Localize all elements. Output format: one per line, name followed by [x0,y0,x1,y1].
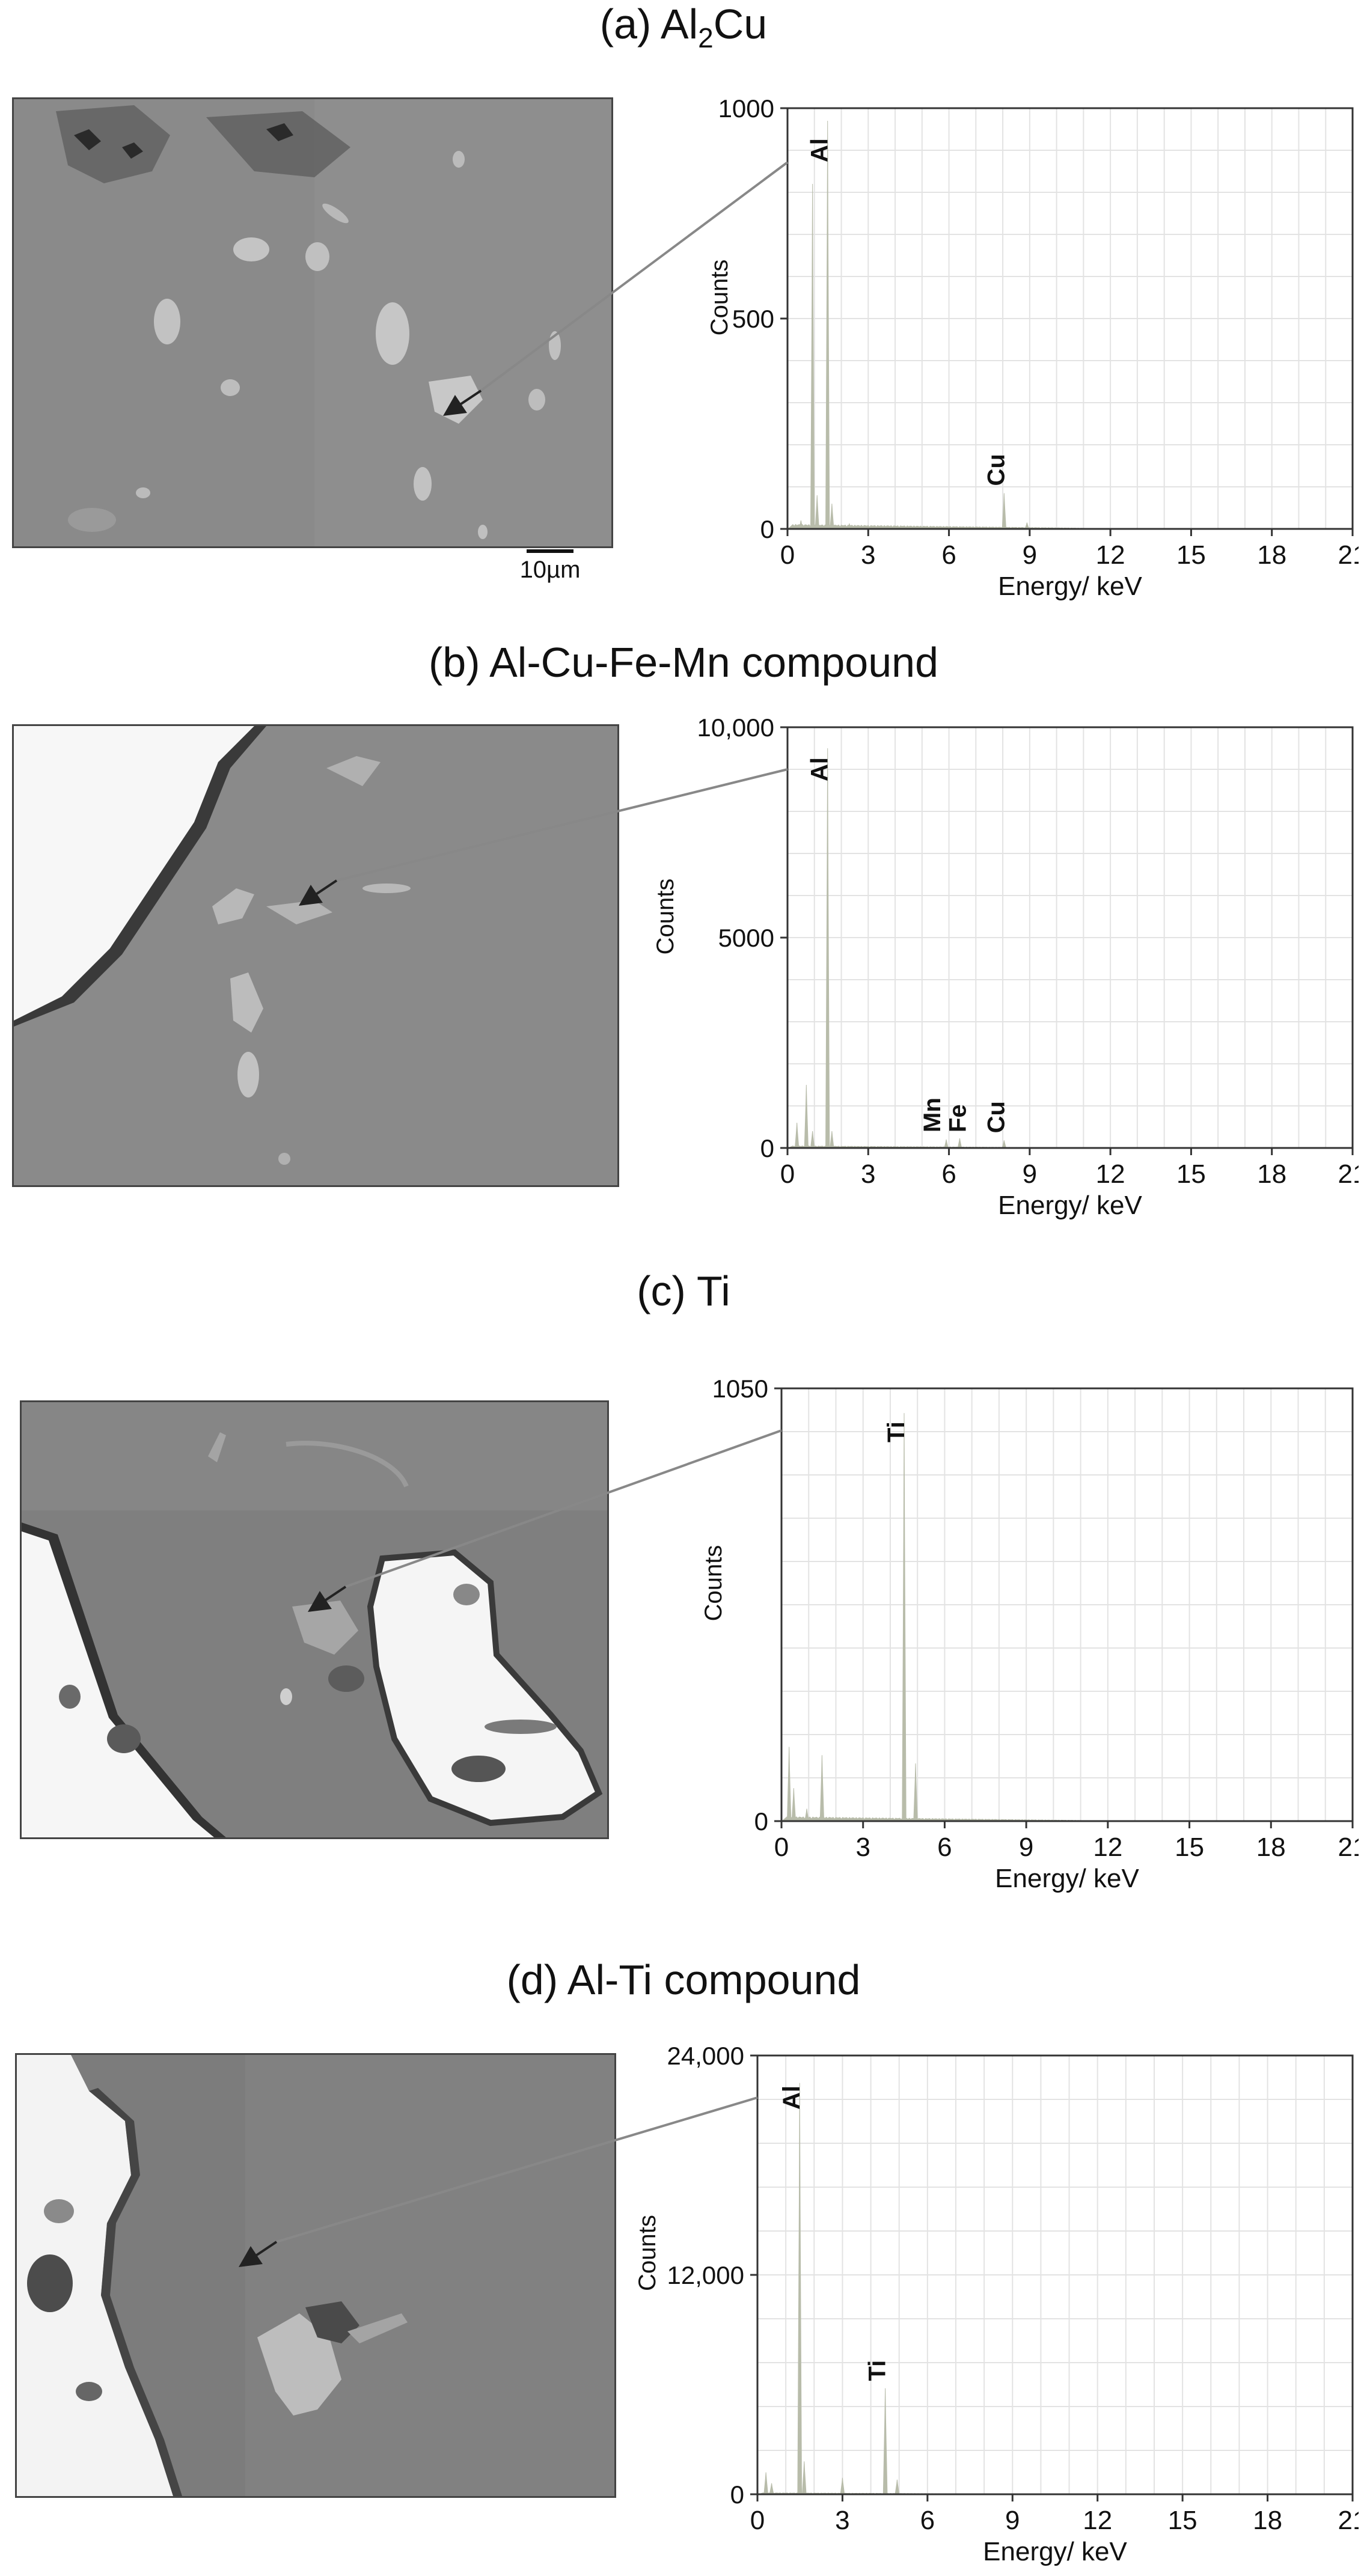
eds-chart-a: 0 3 6 9 12 15 18 21 0 500 1000 Energy/ keV Counts Al C… [697,90,1367,615]
x-axis-label: Energy/ keV [995,1864,1139,1893]
x-tick-label: 12 [1083,2506,1112,2535]
eds-chart-d: 0 3 6 9 12 15 18 21 0 12,000 24,000 Energy/ keV Coun… [625,2037,1367,2576]
eds-chart-c: 0 3 6 9 12 15 18 21 0 1050 Energy/ keV Counts Ti [691,1370,1367,1902]
y-tick-label: 500 [732,305,774,333]
sem-image-d [15,2053,616,2498]
element-label-ti: Ti [864,2360,891,2381]
y-axis-label: Counts [700,1545,727,1622]
x-axis-label: Energy/ keV [983,2537,1127,2566]
sem-image-b [12,724,619,1187]
x-axis-label: Energy/ keV [998,1191,1142,1220]
eds-spectrum-d: 0 3 6 9 12 15 18 21 0 12,000 24,000 Energy/ keV Coun… [634,2042,1367,2566]
x-tick-label: 9 [1019,1833,1033,1862]
x-axis-label: Energy/ keV [998,572,1142,601]
x-tick-label: 21 [1338,1159,1359,1189]
y-tick-label: 1050 [712,1375,768,1403]
y-tick-label: 10,000 [697,713,774,742]
y-tick-label: 1000 [718,94,774,123]
y-tick-label: 24,000 [667,2042,744,2070]
x-tick-label: 6 [941,1159,956,1189]
element-label-fe: Fe [944,1104,971,1132]
y-tick-label: 0 [760,515,774,543]
element-label-mn: Mn [919,1097,946,1132]
eds-spectrum-c: 0 3 6 9 12 15 18 21 0 1050 Energy/ keV Counts Ti [700,1375,1367,1893]
scale-bar: 10µm [511,549,589,584]
plot-frame [780,1387,1354,1822]
x-tick-label: 3 [861,540,875,570]
x-tick-label: 0 [750,2506,765,2535]
x-tick-label: 21 [1338,2506,1359,2535]
x-tick-label: 0 [780,1159,795,1189]
sem-image-c [20,1400,609,1839]
x-tick-label: 18 [1256,1833,1286,1862]
element-label-cu: Cu [983,454,1009,486]
panel-c-title: (c) Ti [637,1268,730,1314]
x-tick-label: 6 [941,540,956,570]
x-tick-label: 15 [1176,540,1206,570]
y-axis-label: Counts [634,2215,661,2291]
x-tick-label: 12 [1096,540,1125,570]
y-axis-label: Counts [706,260,733,336]
spectrum-background [781,1816,1081,1821]
x-tick-label: 12 [1093,1833,1122,1862]
x-tick-label: 3 [861,1159,875,1189]
y-tick-label: 0 [754,1807,768,1836]
element-label-cu: Cu [983,1101,1009,1133]
y-tick-label: 12,000 [667,2261,744,2289]
eds-chart-b: 0 3 6 9 12 15 18 21 0 5000 10,000 Energy/ keV Counts… [637,709,1367,1235]
x-tick-label: 21 [1338,540,1359,570]
y-axis-label: Counts [652,879,679,955]
x-tick-label: 15 [1176,1159,1206,1189]
x-tick-label: 12 [1096,1159,1125,1189]
eds-spectrum-b: 0 3 6 9 12 15 18 21 0 5000 10,000 Energy/ keV Counts… [652,713,1367,1220]
x-tick-label: 6 [937,1833,952,1862]
x-tick-label: 9 [1023,540,1037,570]
element-label-al: Al [807,138,833,162]
element-label-al: Al [807,757,833,781]
x-tick-label: 0 [780,540,795,570]
spectrum-background [787,523,1084,529]
eds-spectrum-a: 0 3 6 9 12 15 18 21 0 500 1000 Energy/ keV Counts Al C… [706,94,1367,601]
x-tick-label: 21 [1338,1833,1359,1862]
x-tick-label: 0 [774,1833,789,1862]
sem-image-a [12,97,613,548]
x-tick-label: 9 [1005,2506,1020,2535]
x-tick-label: 3 [835,2506,849,2535]
x-tick-label: 3 [855,1833,870,1862]
panel-a-title: (a) Al2Cu [599,1,768,53]
x-tick-label: 15 [1168,2506,1197,2535]
y-tick-label: 5000 [718,924,774,952]
panel-d-title: (d) Al-Ti compound [506,1956,861,2003]
x-tick-label: 9 [1023,1159,1037,1189]
panel-b-title: (b) Al-Cu-Fe-Mn compound [428,639,939,686]
element-label-ti: Ti [883,1421,910,1442]
x-tick-label: 15 [1175,1833,1204,1862]
x-tick-label: 18 [1253,2506,1282,2535]
y-tick-label: 0 [730,2480,744,2509]
x-tick-label: 18 [1257,1159,1286,1189]
x-tick-label: 18 [1257,540,1286,570]
x-tick-label: 6 [920,2506,935,2535]
element-label-al: Al [778,2086,805,2110]
y-tick-label: 0 [760,1134,774,1162]
